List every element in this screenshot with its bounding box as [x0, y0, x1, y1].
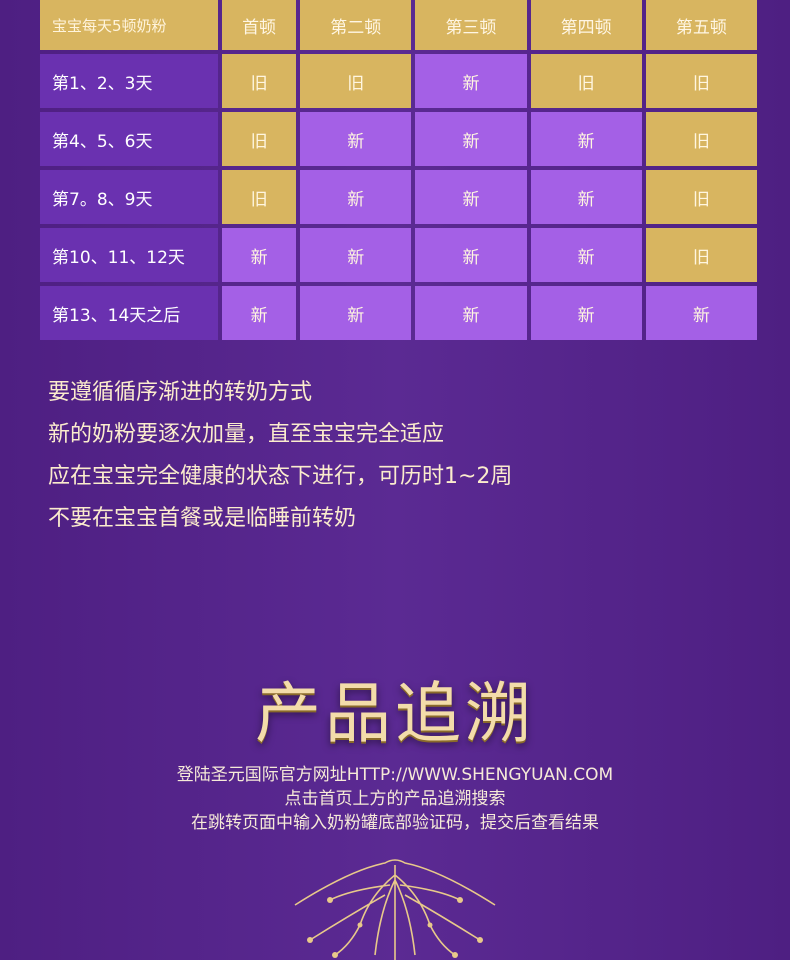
row-label: 第7。8、9天 — [40, 170, 218, 224]
table-cell: 旧 — [300, 54, 412, 108]
table-cell: 旧 — [530, 54, 642, 108]
tip: 要遵循循序渐进的转奶方式 — [48, 380, 313, 405]
table-cell: 新 — [415, 228, 527, 282]
table-cell: 旧 — [645, 228, 757, 282]
trace-line: 在跳转页面中输入奶粉罐底部验证码，提交后查看结果 — [191, 813, 599, 833]
trace-info: 登陆圣元国际官方网址HTTP://WWW.SHENGYUAN.COM 点击首页上… — [0, 763, 790, 835]
header-cell: 第二顿 — [300, 0, 412, 50]
table-cell: 新 — [300, 112, 412, 166]
tip: 应在宝宝完全健康的状态下进行，可历时1~2周 — [48, 464, 513, 489]
table-row: 第10、11、12天新新新新旧 — [40, 228, 757, 282]
header-cell: 第四顿 — [530, 0, 642, 50]
table-row: 第1、2、3天旧旧新旧旧 — [40, 54, 757, 108]
row-label: 第1、2、3天 — [40, 54, 218, 108]
table-cell: 旧 — [222, 54, 297, 108]
trace-title: 产品追溯 — [255, 675, 535, 752]
table-cell: 旧 — [645, 112, 757, 166]
table-cell: 旧 — [645, 170, 757, 224]
table-cell: 新 — [300, 170, 412, 224]
table-cell: 新 — [300, 228, 412, 282]
trace-line: 登陆圣元国际官方网址HTTP://WWW.SHENGYUAN.COM — [176, 765, 614, 785]
table-row: 第13、14天之后新新新新新 — [40, 286, 757, 340]
root-emblem-icon — [294, 859, 496, 960]
header-cell: 首顿 — [222, 0, 297, 50]
tip: 不要在宝宝首餐或是临睡前转奶 — [48, 506, 357, 531]
tip: 新的奶粉要逐次加量，直至宝宝完全适应 — [48, 422, 445, 447]
table-cell: 旧 — [645, 54, 757, 108]
table-cell: 新 — [530, 170, 642, 224]
row-label: 第13、14天之后 — [40, 286, 218, 340]
table-cell: 新 — [645, 286, 757, 340]
table-cell: 新 — [222, 286, 297, 340]
formula-switch-table: 宝宝每天5顿奶粉 首顿 第二顿 第三顿 第四顿 第五顿 第1、2、3天旧旧新旧旧… — [36, 0, 761, 344]
table-cell: 新 — [415, 170, 527, 224]
table-cell: 新 — [300, 286, 412, 340]
table-cell: 新 — [530, 112, 642, 166]
row-label: 第4、5、6天 — [40, 112, 218, 166]
table-header-row: 宝宝每天5顿奶粉 首顿 第二顿 第三顿 第四顿 第五顿 — [40, 0, 757, 50]
table-cell: 新 — [530, 286, 642, 340]
header-cell: 宝宝每天5顿奶粉 — [40, 0, 218, 50]
tips-list: 要遵循循序渐进的转奶方式 新的奶粉要逐次加量，直至宝宝完全适应 应在宝宝完全健康… — [48, 372, 512, 540]
header-cell: 第三顿 — [415, 0, 527, 50]
table-cell: 新 — [415, 112, 527, 166]
table-cell: 新 — [415, 54, 527, 108]
table-cell: 新 — [530, 228, 642, 282]
table-row: 第7。8、9天旧新新新旧 — [40, 170, 757, 224]
table-cell: 新 — [222, 228, 297, 282]
table-cell: 新 — [415, 286, 527, 340]
table-cell: 旧 — [222, 112, 297, 166]
header-cell: 第五顿 — [645, 0, 757, 50]
table-row: 第4、5、6天旧新新新旧 — [40, 112, 757, 166]
table-cell: 旧 — [222, 170, 297, 224]
trace-line: 点击首页上方的产品追溯搜索 — [284, 789, 506, 809]
row-label: 第10、11、12天 — [40, 228, 218, 282]
